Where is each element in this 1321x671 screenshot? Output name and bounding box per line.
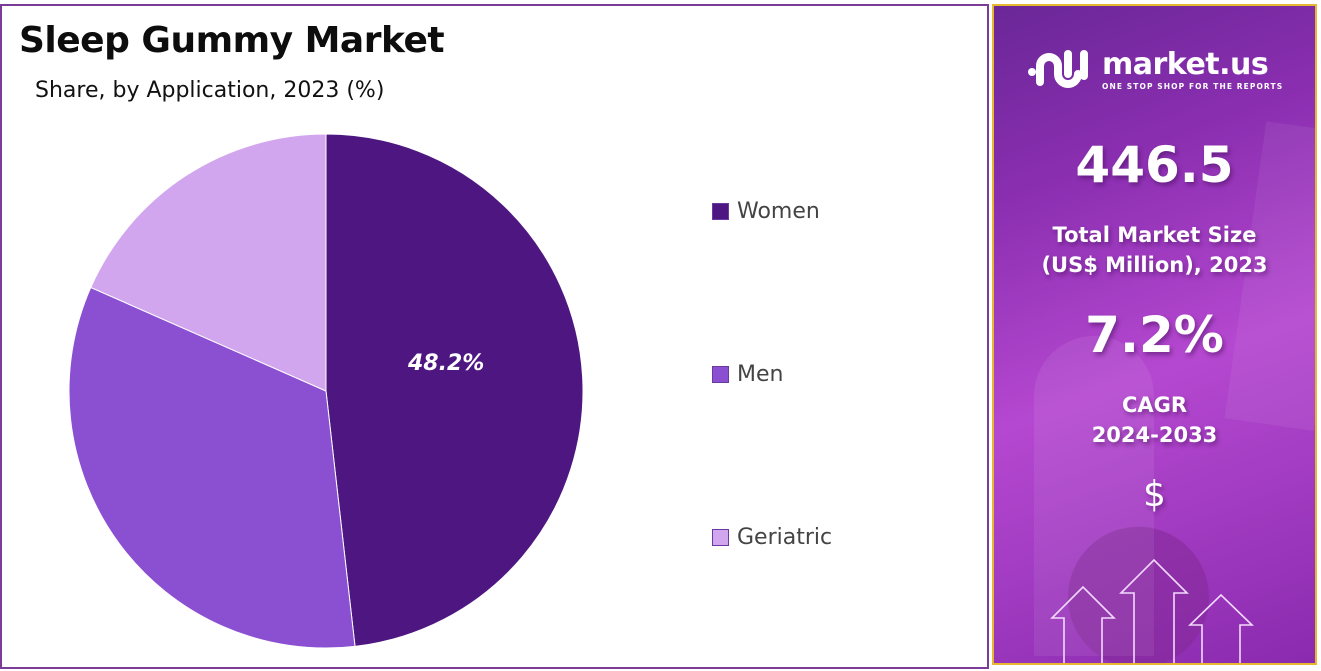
market-size-label-line2: (US$ Million), 2023 [1041,253,1268,277]
pie-slice-men[interactable] [68,286,356,649]
legend-label: Women [737,199,820,224]
pie-slice-geriatric[interactable] [90,133,327,392]
market-size-label-line1: Total Market Size [1052,223,1257,247]
legend-swatch-icon [712,366,729,383]
legend-swatch-icon [712,203,729,220]
pie-slice-women[interactable] [325,133,584,647]
legend-item-geriatric[interactable]: Geriatric [712,525,832,550]
summary-panel: market.us ONE STOP SHOP FOR THE REPORTS … [992,4,1317,665]
pie-chart [68,133,584,649]
chart-subtitle: Share, by Application, 2023 (%) [35,78,385,103]
cagr-label-line1: CAGR [1121,393,1188,417]
logo-tagline: ONE STOP SHOP FOR THE REPORTS [1102,81,1284,91]
legend-label: Men [737,362,784,387]
legend-item-men[interactable]: Men [712,362,783,387]
growth-arrows-icon [1050,558,1254,663]
cagr-label-line2: 2024-2033 [1091,423,1218,447]
legend-label: Geriatric [737,525,833,550]
market-size-value: 446.5 [1075,136,1234,194]
cagr-value: 7.2% [1085,306,1224,364]
logo-name: market.us [1102,46,1269,82]
legend-item-women[interactable]: Women [712,199,820,224]
dollar-icon: $ [1143,474,1166,515]
market-us-logo-icon [1028,50,1088,88]
pie-label-women: 48.2% [408,351,485,376]
legend-swatch-icon [712,529,729,546]
chart-title: Sleep Gummy Market [19,20,445,61]
brand-logo: market.us ONE STOP SHOP FOR THE REPORTS [1026,46,1283,94]
